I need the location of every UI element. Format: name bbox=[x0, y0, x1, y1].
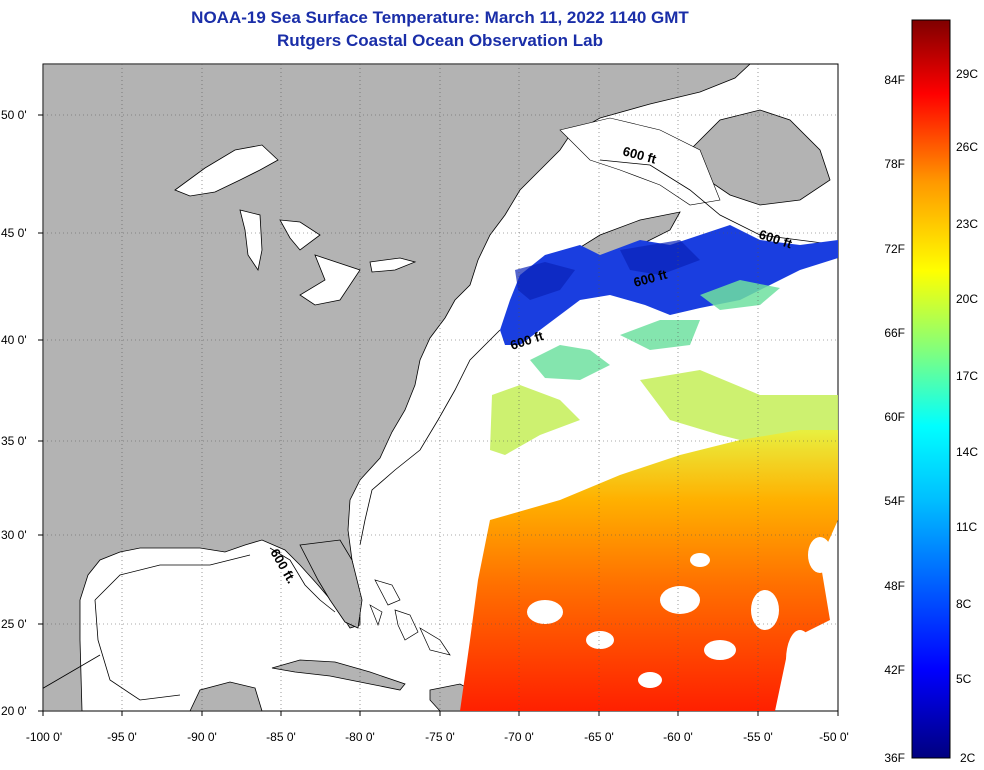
land-florida bbox=[299, 539, 363, 629]
sst-mid-patches bbox=[530, 280, 780, 380]
colorbar-c-label: 26C bbox=[956, 140, 978, 154]
lat-label: 50 0' bbox=[1, 108, 27, 122]
lon-label: -95 0' bbox=[107, 730, 137, 744]
colorbar-c-label: 8C bbox=[956, 597, 972, 611]
colorbar-f-label: 60F bbox=[884, 410, 905, 424]
colorbar-c-labels: 29C 26C 23C 20C 17C 14C 11C 8C 5C 2C bbox=[956, 67, 978, 765]
colorbar-c-label: 14C bbox=[956, 445, 978, 459]
sst-cold-patch bbox=[515, 240, 700, 300]
map-title: NOAA-19 Sea Surface Temperature: March 1… bbox=[191, 8, 689, 27]
great-lakes bbox=[174, 144, 417, 306]
land-newfoundland bbox=[689, 109, 831, 206]
lon-label: -65 0' bbox=[584, 730, 614, 744]
colorbar-c-label: 11C bbox=[956, 520, 977, 534]
colorbar bbox=[911, 19, 951, 759]
lat-label: 40 0' bbox=[1, 333, 27, 347]
lon-label: -80 0' bbox=[345, 730, 375, 744]
sst-warm-region bbox=[460, 430, 838, 711]
colorbar-f-label: 78F bbox=[884, 157, 905, 171]
colorbar-c-label: 20C bbox=[956, 292, 978, 306]
land-mexico bbox=[189, 681, 263, 711]
graticule bbox=[43, 64, 838, 711]
colorbar-c-label: 23C bbox=[956, 217, 978, 231]
lon-label: -50 0' bbox=[819, 730, 849, 744]
lat-label: 35 0' bbox=[1, 434, 27, 448]
lat-label: 20 0' bbox=[1, 704, 27, 718]
colorbar-c-label: 29C bbox=[956, 67, 978, 81]
lat-label: 30 0' bbox=[1, 528, 27, 542]
lon-label: -100 0' bbox=[26, 730, 62, 744]
lon-label: -75 0' bbox=[425, 730, 455, 744]
colorbar-c-label: 2C bbox=[960, 751, 976, 765]
lon-label: -85 0' bbox=[266, 730, 296, 744]
lon-label: -60 0' bbox=[663, 730, 693, 744]
isobath-600ft bbox=[43, 159, 838, 701]
colorbar-f-label: 54F bbox=[884, 494, 905, 508]
lat-label: 45 0' bbox=[1, 226, 27, 240]
map-subtitle: Rutgers Coastal Ocean Observation Lab bbox=[277, 31, 603, 50]
colorbar-c-label: 17C bbox=[956, 369, 978, 383]
axis-ticks bbox=[38, 114, 839, 716]
colorbar-f-label: 48F bbox=[884, 579, 905, 593]
colorbar-c-label: 5C bbox=[956, 672, 972, 686]
lon-label: -55 0' bbox=[743, 730, 773, 744]
sst-cold-shelf bbox=[500, 225, 838, 345]
land-north-america bbox=[43, 64, 751, 711]
cloud-gaps bbox=[527, 537, 832, 690]
colorbar-f-label: 72F bbox=[884, 242, 905, 256]
sst-yellow-green bbox=[490, 370, 838, 455]
bahamas bbox=[369, 579, 451, 656]
colorbar-f-label: 66F bbox=[884, 326, 905, 340]
colorbar-f-labels: 84F 78F 72F 66F 60F 54F 48F 42F 36F bbox=[884, 73, 905, 765]
lon-labels: -100 0' -95 0' -90 0' -85 0' -80 0' -75 … bbox=[26, 730, 849, 744]
lat-label: 25 0' bbox=[1, 617, 27, 631]
colorbar-f-label: 36F bbox=[884, 751, 905, 765]
lon-label: -90 0' bbox=[187, 730, 217, 744]
lat-labels: 50 0' 45 0' 40 0' 35 0' 30 0' 25 0' 20 0… bbox=[1, 108, 27, 718]
colorbar-f-label: 42F bbox=[884, 663, 905, 677]
land-cuba bbox=[271, 659, 406, 691]
lon-label: -70 0' bbox=[504, 730, 534, 744]
colorbar-f-label: 84F bbox=[884, 73, 905, 87]
